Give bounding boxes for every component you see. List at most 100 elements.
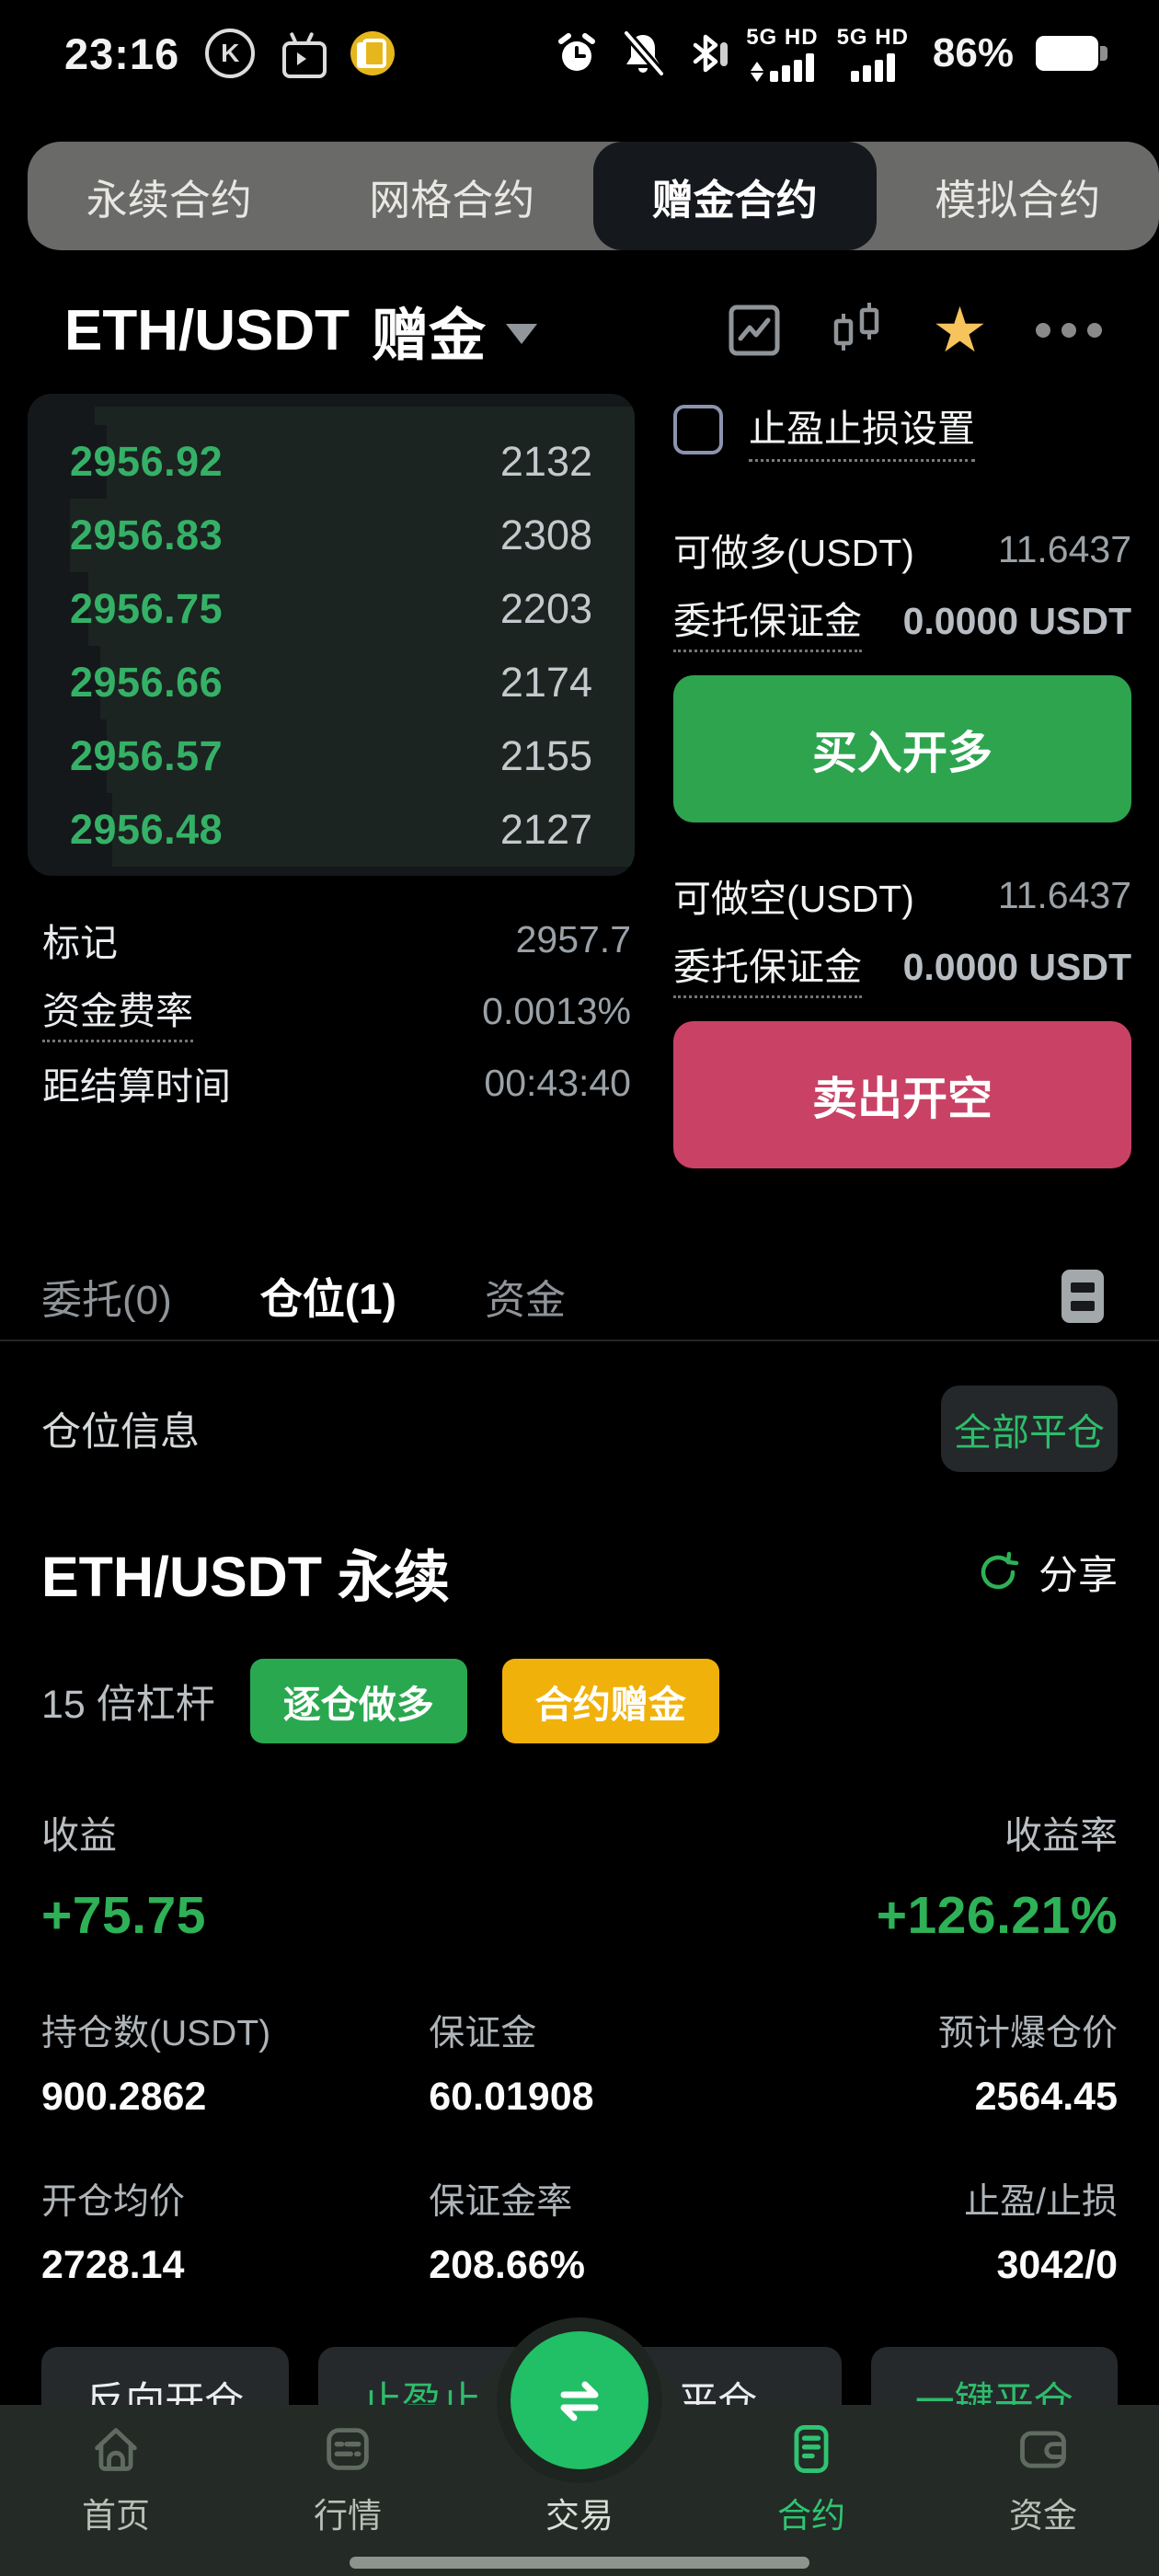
stat-margin: 保证金 60.01908	[429, 2014, 594, 2119]
pair-tag: 赠金	[372, 305, 487, 368]
wallet-icon	[1020, 2431, 1066, 2468]
trade-swap-button[interactable]	[511, 2331, 648, 2469]
candlestick-chart-icon[interactable]	[829, 301, 884, 360]
pnl-values-row: +75.75 +126.21%	[0, 1859, 1159, 1946]
share-label: 分享	[1039, 1553, 1118, 1598]
depth-bar	[106, 719, 635, 793]
trade-section: 2956.92 2132 2956.83 2308 2956.75 2203 2956…	[0, 372, 1159, 1168]
order-book: 2956.92 2132 2956.83 2308 2956.75 2203 2956…	[28, 394, 635, 1168]
roe-value: +126.21%	[876, 1886, 1118, 1945]
tpsl-checkbox[interactable]	[673, 405, 723, 454]
home-icon	[95, 2428, 137, 2471]
short-margin-label[interactable]: 委托保证金	[673, 936, 862, 998]
swap-arrows-icon	[560, 2381, 599, 2421]
depth-bar	[70, 499, 635, 572]
nav-assets[interactable]: 资金	[927, 2405, 1159, 2576]
leverage-row: 15 倍杠杆 逐仓做多 合约赠金	[0, 1613, 1159, 1743]
order-book-row[interactable]: 2956.48 2127	[28, 793, 635, 867]
long-margin-row: 委托保证金 0.0000 USDT	[673, 585, 1131, 657]
order-form: 止盈止损设置 可做多(USDT) 11.6437 委托保证金 0.0000 US…	[673, 394, 1131, 1168]
order-book-card: 2956.92 2132 2956.83 2308 2956.75 2203 2956…	[28, 394, 635, 876]
favorite-star-icon[interactable]: ★	[932, 295, 988, 365]
funding-rate-label[interactable]: 资金费率	[42, 980, 193, 1042]
position-stats-grid: 持仓数(USDT) 900.2862 保证金 60.01908 预计爆仓价 25…	[0, 1946, 1159, 2341]
alarm-icon	[558, 33, 596, 71]
contract-type-tabs: 永续合约 网格合约 赠金合约 模拟合约	[28, 142, 1159, 250]
funding-rate-value: 0.0013%	[482, 989, 631, 1032]
ask-price: 2956.66	[70, 659, 224, 706]
status-bar: 23:16 K 5G HD	[0, 0, 1159, 101]
ask-amount: 2127	[499, 806, 592, 853]
depth-bar	[100, 646, 635, 719]
symbol-header: ETH/USDT 赠金 ★	[0, 250, 1159, 372]
tab-demo[interactable]: 模拟合约	[935, 176, 1101, 224]
mark-price-label: 标记	[42, 922, 118, 964]
long-available-label: 可做多(USDT)	[673, 532, 914, 574]
tab-funds[interactable]: 资金	[485, 1278, 567, 1323]
order-book-row[interactable]: 2956.92 2132	[28, 425, 635, 499]
settlement-countdown-value: 00:43:40	[484, 1061, 631, 1104]
short-available-row: 可做空(USDT) 11.6437	[673, 859, 1131, 931]
more-options-icon[interactable]	[1036, 323, 1102, 338]
short-available-label: 可做空(USDT)	[673, 878, 914, 920]
order-book-row[interactable]: 2956.57 2155	[28, 719, 635, 793]
long-available-value: 11.6437	[997, 527, 1131, 570]
funding-rate-row: 资金费率 0.0013%	[42, 975, 631, 1047]
pnl-labels-row: 收益 收益率	[0, 1743, 1159, 1859]
ask-amount: 2203	[499, 585, 592, 632]
pnl-label: 收益	[41, 1814, 117, 1857]
leverage-label: 15 倍杠杆	[41, 1683, 215, 1727]
roe-label: 收益率	[1004, 1814, 1118, 1857]
contract-bonus-badge[interactable]: 合约赠金	[501, 1659, 719, 1743]
bluetooth-icon	[693, 34, 729, 73]
nav-home[interactable]: 首页	[0, 2405, 232, 2576]
order-book-row[interactable]: 2956.83 2308	[28, 499, 635, 572]
position-symbol: ETH/USDT 永续	[41, 1546, 450, 1608]
ask-amount: 2155	[499, 732, 592, 779]
position-info-title: 仓位信息	[41, 1410, 200, 1455]
depth-bar	[88, 572, 635, 646]
close-all-button[interactable]: 全部平仓	[941, 1386, 1118, 1472]
nav-trade[interactable]: 交易	[545, 2497, 614, 2535]
position-symbol-row: ETH/USDT 永续 分享	[0, 1472, 1159, 1613]
ask-amount: 2174	[499, 659, 592, 706]
signal-group-1: 5G HD	[746, 25, 818, 82]
order-book-partial-row	[28, 407, 635, 425]
tab-bonus[interactable]: 赠金合约	[593, 142, 877, 250]
battery-percent: 86%	[932, 30, 1014, 75]
line-chart-icon[interactable]	[728, 302, 781, 359]
nav-contracts[interactable]: 合约	[695, 2405, 927, 2576]
tab-orders[interactable]: 委托(0)	[41, 1278, 172, 1323]
symbol-selector[interactable]: ETH/USDT 赠金	[64, 289, 538, 372]
share-button[interactable]: 分享	[976, 1544, 1118, 1601]
sell-open-short-button[interactable]: 卖出开空	[673, 1021, 1131, 1168]
signal-group-2: 5G HD	[837, 25, 909, 82]
home-indicator-bar[interactable]	[350, 2557, 809, 2569]
tab-grid[interactable]: 网格合约	[369, 176, 535, 224]
cast-tv-icon	[281, 31, 327, 78]
stat-position-size: 持仓数(USDT) 900.2862	[41, 2014, 271, 2119]
tab-positions[interactable]: 仓位(1)	[259, 1275, 397, 1323]
nav-markets[interactable]: 行情	[232, 2405, 464, 2576]
isolated-long-badge[interactable]: 逐仓做多	[249, 1659, 467, 1743]
pnl-value: +75.75	[41, 1886, 206, 1945]
buy-open-long-button[interactable]: 买入开多	[673, 675, 1131, 822]
mark-price-value: 2957.7	[515, 917, 631, 960]
k-app-icon: K	[205, 29, 256, 78]
long-margin-value: 0.0000 USDT	[902, 599, 1131, 642]
depth-bar	[112, 793, 635, 867]
ask-price: 2956.92	[70, 438, 224, 485]
mute-bell-icon	[622, 29, 667, 77]
chevron-down-icon	[506, 324, 538, 344]
order-book-row[interactable]: 2956.66 2174	[28, 646, 635, 719]
position-tabs: 委托(0) 仓位(1) 资金	[0, 1253, 1159, 1341]
long-margin-label[interactable]: 委托保证金	[673, 590, 862, 652]
tab-perpetual[interactable]: 永续合约	[86, 176, 252, 224]
list-settings-icon[interactable]	[1061, 1270, 1104, 1323]
network-type-label: 5G HD	[836, 25, 909, 50]
tpsl-label[interactable]: 止盈止损设置	[749, 397, 975, 462]
stat-margin-ratio: 保证金率 208.66%	[429, 2182, 585, 2287]
ask-amount: 2132	[499, 438, 592, 485]
order-book-row[interactable]: 2956.75 2203	[28, 572, 635, 646]
settlement-countdown-label: 距结算时间	[42, 1065, 231, 1108]
